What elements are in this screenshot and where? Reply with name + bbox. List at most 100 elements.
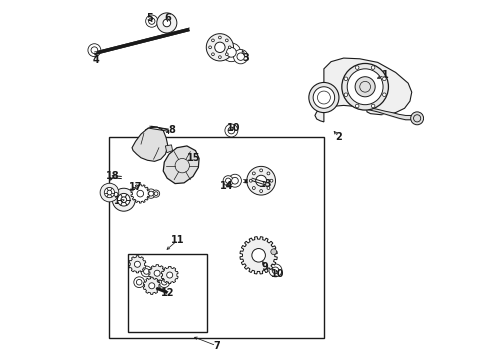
Circle shape bbox=[226, 48, 236, 57]
Circle shape bbox=[212, 39, 214, 42]
Circle shape bbox=[256, 175, 267, 186]
Circle shape bbox=[209, 46, 212, 49]
Circle shape bbox=[134, 261, 141, 267]
Circle shape bbox=[347, 69, 383, 105]
Polygon shape bbox=[240, 237, 277, 274]
Circle shape bbox=[267, 172, 270, 175]
Circle shape bbox=[225, 124, 238, 137]
Polygon shape bbox=[163, 146, 199, 184]
Circle shape bbox=[144, 269, 149, 274]
Circle shape bbox=[147, 189, 156, 198]
Circle shape bbox=[219, 56, 221, 58]
Text: 12: 12 bbox=[161, 288, 174, 298]
Circle shape bbox=[270, 179, 273, 182]
Polygon shape bbox=[315, 58, 412, 122]
Text: 4: 4 bbox=[93, 54, 99, 64]
Circle shape bbox=[228, 127, 235, 134]
Circle shape bbox=[225, 53, 228, 55]
Circle shape bbox=[411, 112, 423, 125]
Circle shape bbox=[355, 66, 359, 69]
Polygon shape bbox=[143, 277, 160, 294]
Circle shape bbox=[225, 178, 231, 183]
Circle shape bbox=[355, 104, 359, 108]
Circle shape bbox=[260, 190, 263, 193]
Text: 7: 7 bbox=[213, 341, 220, 351]
Circle shape bbox=[107, 190, 112, 195]
Circle shape bbox=[371, 104, 375, 108]
Circle shape bbox=[249, 179, 252, 182]
Circle shape bbox=[252, 186, 255, 189]
Circle shape bbox=[271, 249, 276, 255]
Circle shape bbox=[88, 44, 101, 57]
Circle shape bbox=[163, 19, 171, 27]
Text: 17: 17 bbox=[129, 182, 143, 192]
Circle shape bbox=[215, 42, 225, 53]
Bar bbox=[128, 253, 207, 332]
Text: 10: 10 bbox=[271, 269, 285, 279]
Text: 1: 1 bbox=[382, 70, 388, 80]
Circle shape bbox=[212, 53, 214, 55]
Circle shape bbox=[247, 166, 275, 195]
Circle shape bbox=[134, 277, 145, 288]
Circle shape bbox=[157, 13, 177, 33]
Text: 16: 16 bbox=[114, 196, 128, 206]
Circle shape bbox=[163, 19, 171, 27]
Circle shape bbox=[154, 270, 160, 276]
Circle shape bbox=[344, 77, 348, 81]
Circle shape bbox=[186, 152, 197, 163]
Circle shape bbox=[148, 191, 153, 196]
Polygon shape bbox=[148, 265, 166, 282]
Circle shape bbox=[260, 169, 263, 172]
Circle shape bbox=[91, 47, 98, 54]
Circle shape bbox=[219, 36, 221, 39]
Circle shape bbox=[152, 190, 160, 197]
Circle shape bbox=[313, 87, 335, 108]
Circle shape bbox=[141, 266, 152, 277]
Polygon shape bbox=[129, 256, 146, 273]
Circle shape bbox=[344, 93, 348, 96]
Circle shape bbox=[237, 53, 245, 60]
Circle shape bbox=[228, 174, 242, 187]
Circle shape bbox=[342, 63, 389, 110]
Circle shape bbox=[136, 279, 142, 285]
Circle shape bbox=[223, 176, 233, 186]
Circle shape bbox=[162, 279, 167, 285]
Circle shape bbox=[234, 49, 248, 64]
Text: 2: 2 bbox=[336, 132, 343, 142]
Circle shape bbox=[167, 272, 172, 278]
Circle shape bbox=[228, 46, 231, 49]
Circle shape bbox=[206, 34, 234, 61]
Circle shape bbox=[137, 190, 144, 197]
Circle shape bbox=[104, 188, 115, 198]
Circle shape bbox=[112, 188, 135, 211]
Polygon shape bbox=[132, 127, 168, 161]
Text: 11: 11 bbox=[171, 235, 184, 245]
Bar bbox=[109, 137, 324, 338]
Text: 14: 14 bbox=[220, 181, 233, 192]
Circle shape bbox=[267, 186, 270, 189]
Circle shape bbox=[159, 277, 170, 288]
Text: 8: 8 bbox=[168, 125, 175, 135]
Text: 18: 18 bbox=[105, 171, 119, 181]
Polygon shape bbox=[161, 266, 178, 284]
Circle shape bbox=[146, 15, 158, 27]
Circle shape bbox=[383, 77, 386, 81]
Circle shape bbox=[121, 197, 126, 203]
Text: 9: 9 bbox=[261, 262, 268, 272]
Text: 13: 13 bbox=[259, 179, 272, 189]
Circle shape bbox=[100, 183, 119, 202]
Circle shape bbox=[309, 82, 339, 113]
Polygon shape bbox=[166, 145, 172, 153]
Circle shape bbox=[154, 192, 158, 195]
Circle shape bbox=[232, 177, 238, 184]
Circle shape bbox=[118, 193, 130, 206]
Circle shape bbox=[272, 267, 279, 274]
Text: 3: 3 bbox=[243, 53, 249, 63]
Circle shape bbox=[189, 155, 195, 161]
Text: 5: 5 bbox=[146, 13, 152, 23]
Text: 10: 10 bbox=[227, 123, 240, 133]
Text: 6: 6 bbox=[164, 13, 171, 23]
Circle shape bbox=[371, 66, 375, 69]
Circle shape bbox=[148, 18, 155, 24]
Circle shape bbox=[225, 39, 228, 42]
